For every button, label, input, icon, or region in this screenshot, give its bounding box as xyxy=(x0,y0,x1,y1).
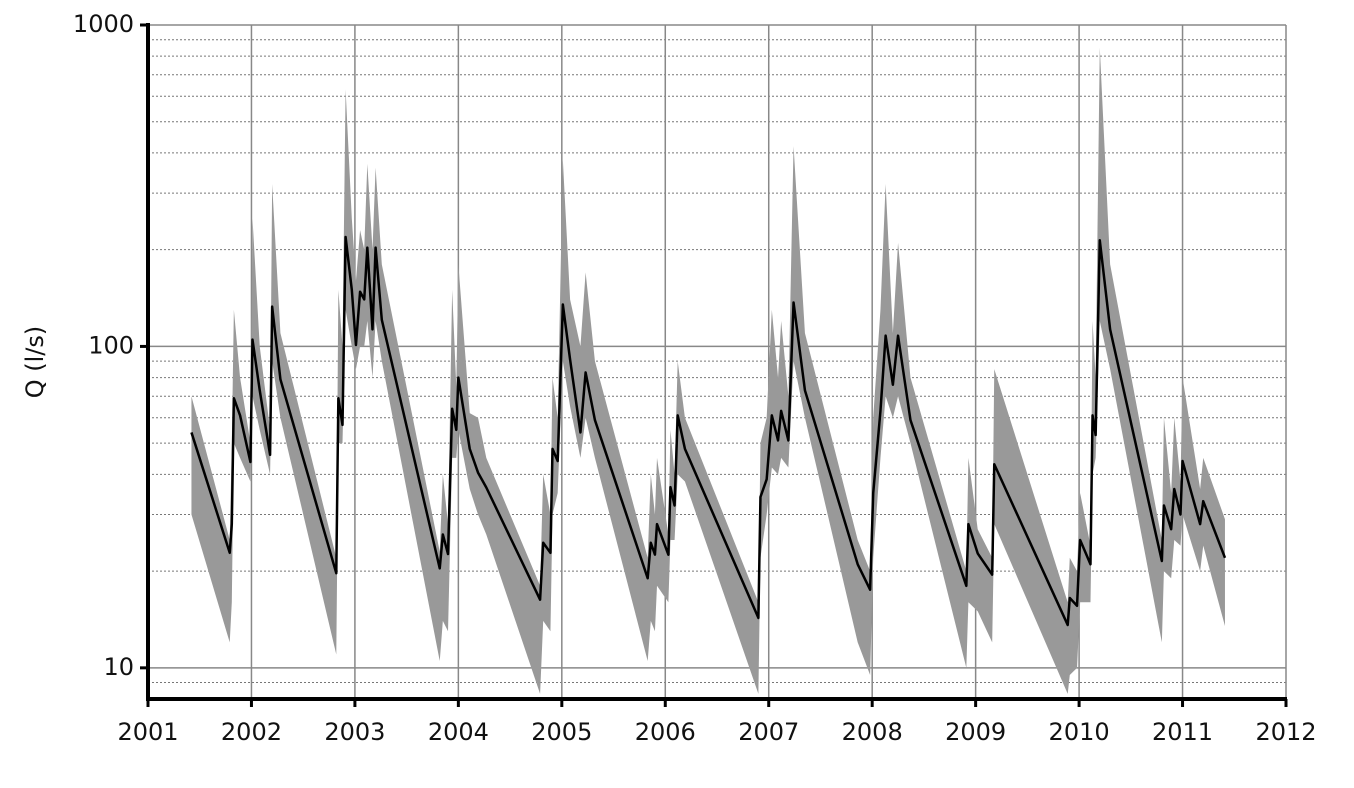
y-tick-label: 10 xyxy=(103,653,134,681)
x-tick-label: 2008 xyxy=(842,718,903,746)
x-tick-label: 2006 xyxy=(635,718,696,746)
x-tick-label: 2004 xyxy=(428,718,489,746)
x-tick-label: 2010 xyxy=(1049,718,1110,746)
y-tick-label: 1000 xyxy=(73,10,134,38)
x-tick-label: 2009 xyxy=(945,718,1006,746)
x-tick-label: 2003 xyxy=(324,718,385,746)
x-tick-label: 2012 xyxy=(1255,718,1316,746)
y-axis-label: Q (l/s) xyxy=(21,326,49,399)
y-tick-label: 100 xyxy=(88,331,134,359)
x-tick-label: 2005 xyxy=(531,718,592,746)
x-tick-label: 2007 xyxy=(738,718,799,746)
x-tick-label: 2002 xyxy=(221,718,282,746)
x-tick-label: 2011 xyxy=(1152,718,1213,746)
series-line xyxy=(190,235,1227,627)
x-tick-label: 2001 xyxy=(117,718,178,746)
